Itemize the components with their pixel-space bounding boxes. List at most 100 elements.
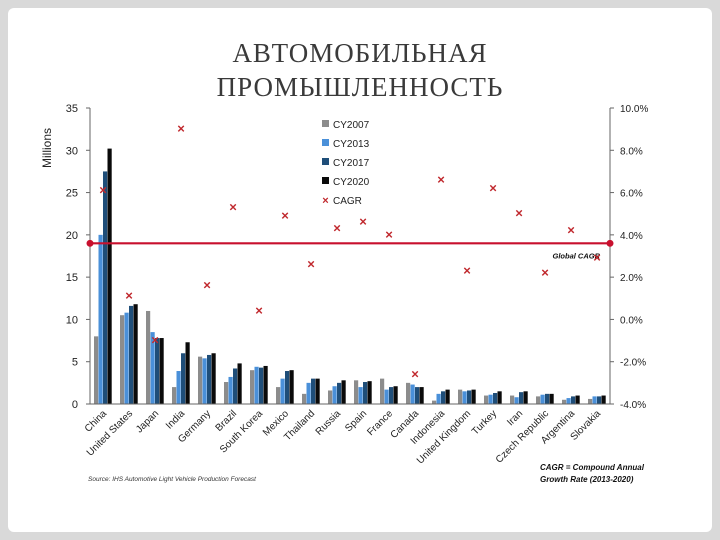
y2-tick-label: 6.0% [620,189,643,200]
bar-cy2017 [103,171,108,404]
y-tick-label: 0 [72,399,78,411]
bar-cy2007 [432,400,437,404]
bar-cy2020 [419,387,424,404]
bar-cy2007 [302,393,307,404]
bar-cy2013 [462,391,467,404]
bar-cy2017 [363,382,368,404]
bar-cy2020 [133,304,138,404]
y-axis-title: Millions [40,128,54,168]
bar-cy2007 [588,398,593,404]
cagr-marker: × [281,208,289,223]
y-tick-label: 30 [66,145,78,157]
cagr-marker: × [203,278,211,293]
bar-cy2017 [181,353,186,404]
y-tick-label: 35 [66,103,78,115]
bar-cy2017 [285,371,290,404]
cagr-marker: × [411,366,419,381]
bar-cy2013 [384,389,389,404]
bar-cy2013 [150,332,155,404]
bar-cy2017 [233,368,238,404]
cagr-marker: × [229,199,237,214]
cagr-marker: × [541,265,549,280]
bar-cy2017 [571,396,576,404]
bar-cy2017 [311,378,316,404]
bar-cy2017 [467,390,472,404]
bar-cy2007 [198,356,203,404]
bar-cy2017 [597,396,602,404]
bar-cy2007 [406,382,411,404]
bar-cy2013 [592,396,597,404]
cagr-marker: × [333,221,341,236]
legend-label: CAGR [333,196,362,207]
bar-cy2017 [545,393,550,404]
bar-cy2020 [549,393,554,404]
bar-cy2013 [124,312,129,404]
bar-cy2017 [129,305,134,404]
y2-tick-label: 8.0% [620,146,643,157]
bar-cy2013 [332,386,337,404]
cagr-marker: × [307,256,315,271]
bar-cy2017 [519,392,524,404]
cagr-marker: × [255,303,263,318]
cagr-marker: × [125,288,133,303]
bar-cy2020 [523,391,528,404]
y-tick-label: 25 [66,188,78,200]
global-cagr-start-dot [86,239,94,247]
bar-cy2020 [393,386,398,404]
bar-cy2013 [254,366,259,404]
cagr-marker: × [385,227,393,242]
cagr-marker: × [489,180,497,195]
bar-cy2017 [415,387,420,404]
legend-label: CY2020 [333,177,370,188]
slide-title-line2: ПРОМЫШЛЕННОСТЬ [216,72,504,102]
legend-swatch [322,177,329,184]
bar-cy2007 [94,336,99,404]
bar-cy2013 [306,382,311,404]
bar-cy2020 [497,391,502,404]
bar-cy2017 [389,387,394,404]
bar-cy2007 [250,370,255,404]
cagr-definition-line2: Growth Rate (2013-2020) [540,475,634,484]
bar-cy2020 [237,363,242,404]
bar-cy2020 [159,338,164,404]
source-note: Source: IHS Automotive Light Vehicle Pro… [88,476,257,483]
bar-cy2020 [289,370,294,404]
bar-cy2017 [207,354,212,404]
legend-swatch [322,120,329,127]
legend-label: CY2017 [333,158,370,169]
bar-cy2017 [259,367,264,404]
y-tick-label: 15 [66,272,78,284]
cagr-marker: × [463,263,471,278]
cagr-marker: × [99,182,107,197]
bar-cy2017 [337,382,342,404]
legend-label: CY2013 [333,139,370,150]
bar-cy2007 [224,382,229,404]
y2-tick-label: -4.0% [620,400,646,411]
legend-cagr-marker: × [322,195,328,207]
bar-cy2007 [562,399,567,404]
bar-cy2013 [436,393,441,404]
bar-cy2007 [120,315,125,404]
bar-cy2007 [458,389,463,404]
bar-cy2007 [328,390,333,404]
bar-cy2020 [263,365,268,404]
y2-tick-label: 0.0% [620,315,643,326]
bar-cy2007 [536,396,541,404]
bar-cy2007 [484,395,489,404]
bar-cy2020 [315,378,320,404]
cagr-marker: × [593,250,601,265]
cagr-marker: × [177,121,185,136]
bar-cy2020 [185,342,190,404]
bar-cy2013 [280,378,285,404]
bar-cy2007 [510,395,515,404]
bar-cy2017 [155,338,160,404]
bar-cy2020 [211,353,216,404]
bar-cy2007 [146,310,151,404]
y2-tick-label: 4.0% [620,231,643,242]
global-cagr-label: Global CAGR [552,251,600,260]
bar-cy2007 [380,378,385,404]
bar-cy2017 [493,393,498,404]
bar-cy2013 [566,398,571,404]
bar-cy2007 [354,380,359,404]
bar-cy2013 [514,397,519,404]
